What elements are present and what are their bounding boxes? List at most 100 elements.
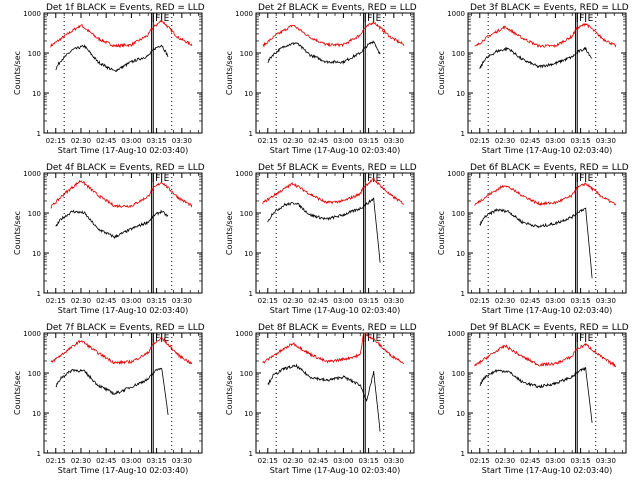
x-axis-label: Start Time (17-Aug-10 02:03:40) [270, 306, 401, 315]
marker-label: E [376, 14, 382, 24]
y-tick-label: 100 [240, 370, 253, 378]
x-tick-label: 03:00 [333, 297, 353, 305]
y-tick-label: 1 [249, 290, 253, 298]
detector-panel: Det 2f BLACK = Events, RED = LLD 1 10 100 10… [225, 3, 417, 155]
x-tick-label: 02:45 [96, 297, 116, 305]
y-axis-label: Counts/sec [13, 211, 22, 255]
marker-label: F [367, 334, 372, 344]
x-tick-label: 02:30 [283, 137, 303, 145]
events-series-line [479, 207, 593, 279]
y-tick-label: 1000 [447, 330, 465, 338]
x-tick-label: 02:45 [520, 297, 540, 305]
lld-series-line [474, 22, 617, 49]
y-tick-label: 1 [37, 450, 41, 458]
events-series-line [55, 209, 169, 239]
x-axis-label: Start Time (17-Aug-10 02:03:40) [58, 306, 189, 315]
x-tick-label: 02:15 [470, 297, 490, 305]
x-tick-label: 02:30 [495, 297, 515, 305]
x-tick-label: 02:30 [495, 457, 515, 465]
panel-title: Det 1f BLACK = Events, RED = LLD [46, 3, 205, 13]
y-tick-label: 1 [461, 290, 465, 298]
x-tick-label: 03:15 [571, 297, 591, 305]
x-tick-label: 03:00 [333, 137, 353, 145]
panel-title: Det 6f BLACK = Events, RED = LLD [470, 163, 629, 173]
x-axis-label: Start Time (17-Aug-10 02:03:40) [270, 146, 401, 155]
x-tick-label: 03:15 [147, 457, 167, 465]
marker-label: F [367, 174, 372, 184]
y-tick-label: 10 [32, 410, 41, 418]
y-tick-label: 100 [240, 50, 253, 58]
marker-label: F [155, 14, 160, 24]
y-axis-label: Counts/sec [13, 371, 22, 415]
x-tick-label: 03:30 [596, 297, 616, 305]
marker-label: F [579, 14, 584, 24]
x-axis-label: Start Time (17-Aug-10 02:03:40) [482, 466, 613, 475]
x-tick-label: 03:30 [172, 137, 192, 145]
y-tick-label: 100 [452, 370, 465, 378]
y-axis-label: Counts/sec [225, 371, 234, 415]
x-tick-label: 03:30 [384, 457, 404, 465]
y-tick-label: 1000 [23, 330, 41, 338]
x-tick-label: 03:00 [121, 457, 141, 465]
x-tick-label: 03:00 [545, 137, 565, 145]
marker-label: E [164, 14, 170, 24]
events-series-line [55, 367, 169, 416]
x-tick-label: 02:30 [283, 297, 303, 305]
y-tick-label: 100 [452, 210, 465, 218]
marker-label: E [164, 174, 170, 184]
x-tick-label: 03:00 [121, 297, 141, 305]
x-tick-label: 03:15 [359, 137, 379, 145]
lld-series-line [50, 337, 193, 366]
panel-title: Det 5f BLACK = Events, RED = LLD [258, 163, 417, 173]
marker-label: F [579, 174, 584, 184]
lld-series-line [474, 342, 617, 368]
y-tick-label: 1000 [235, 10, 253, 18]
y-tick-label: 1 [37, 290, 41, 298]
detector-panel: Det 3f BLACK = Events, RED = LLD 1 10 100 10… [437, 3, 629, 155]
x-tick-label: 03:00 [333, 457, 353, 465]
y-tick-label: 1 [461, 450, 465, 458]
y-tick-label: 1000 [235, 330, 253, 338]
x-axis-label: Start Time (17-Aug-10 02:03:40) [482, 146, 613, 155]
y-tick-label: 1 [249, 130, 253, 138]
x-tick-label: 02:15 [258, 297, 278, 305]
y-axis-label: Counts/sec [13, 51, 22, 95]
x-tick-label: 02:45 [308, 457, 328, 465]
lld-series-line [474, 182, 617, 207]
y-tick-label: 1000 [23, 170, 41, 178]
y-tick-label: 10 [456, 250, 465, 258]
events-series-line [267, 363, 381, 432]
x-axis-label: Start Time (17-Aug-10 02:03:40) [58, 146, 189, 155]
y-tick-label: 1000 [235, 170, 253, 178]
x-tick-label: 02:15 [46, 457, 66, 465]
lld-series-line [262, 19, 405, 48]
x-tick-label: 02:30 [71, 137, 91, 145]
events-series-line [479, 366, 593, 423]
x-axis-label: Start Time (17-Aug-10 02:03:40) [58, 466, 189, 475]
x-tick-label: 03:15 [571, 457, 591, 465]
y-tick-label: 10 [32, 250, 41, 258]
y-axis-label: Counts/sec [225, 51, 234, 95]
x-tick-label: 03:30 [596, 457, 616, 465]
x-tick-label: 02:45 [308, 297, 328, 305]
plot-frame [467, 12, 627, 134]
y-axis-label: Counts/sec [437, 371, 446, 415]
y-tick-label: 1000 [447, 170, 465, 178]
panel-title: Det 3f BLACK = Events, RED = LLD [470, 3, 629, 13]
x-tick-label: 02:45 [96, 137, 116, 145]
y-tick-label: 1000 [23, 10, 41, 18]
plot-frame [255, 12, 415, 134]
y-tick-label: 10 [244, 250, 253, 258]
events-series-line [267, 40, 381, 65]
y-tick-label: 1 [37, 130, 41, 138]
lld-series-line [262, 177, 405, 205]
x-tick-label: 03:30 [384, 297, 404, 305]
lld-series-line [262, 332, 405, 365]
y-tick-label: 100 [28, 50, 41, 58]
x-tick-label: 02:45 [308, 137, 328, 145]
x-tick-label: 02:15 [470, 457, 490, 465]
x-tick-label: 03:30 [172, 297, 192, 305]
x-tick-label: 02:15 [258, 457, 278, 465]
